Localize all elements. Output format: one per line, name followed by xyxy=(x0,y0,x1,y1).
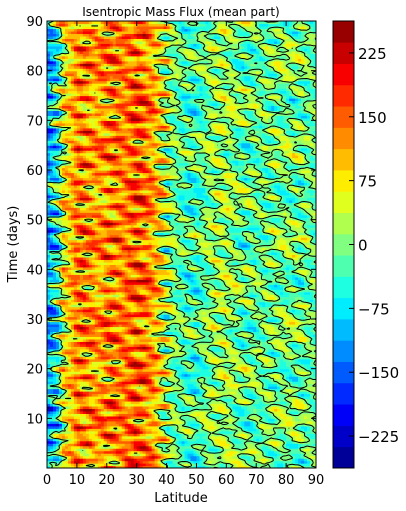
heatmap-cells xyxy=(47,21,317,469)
chart-title: Isentropic Mass Flux (mean part) xyxy=(82,5,279,19)
plot-area xyxy=(47,21,317,469)
